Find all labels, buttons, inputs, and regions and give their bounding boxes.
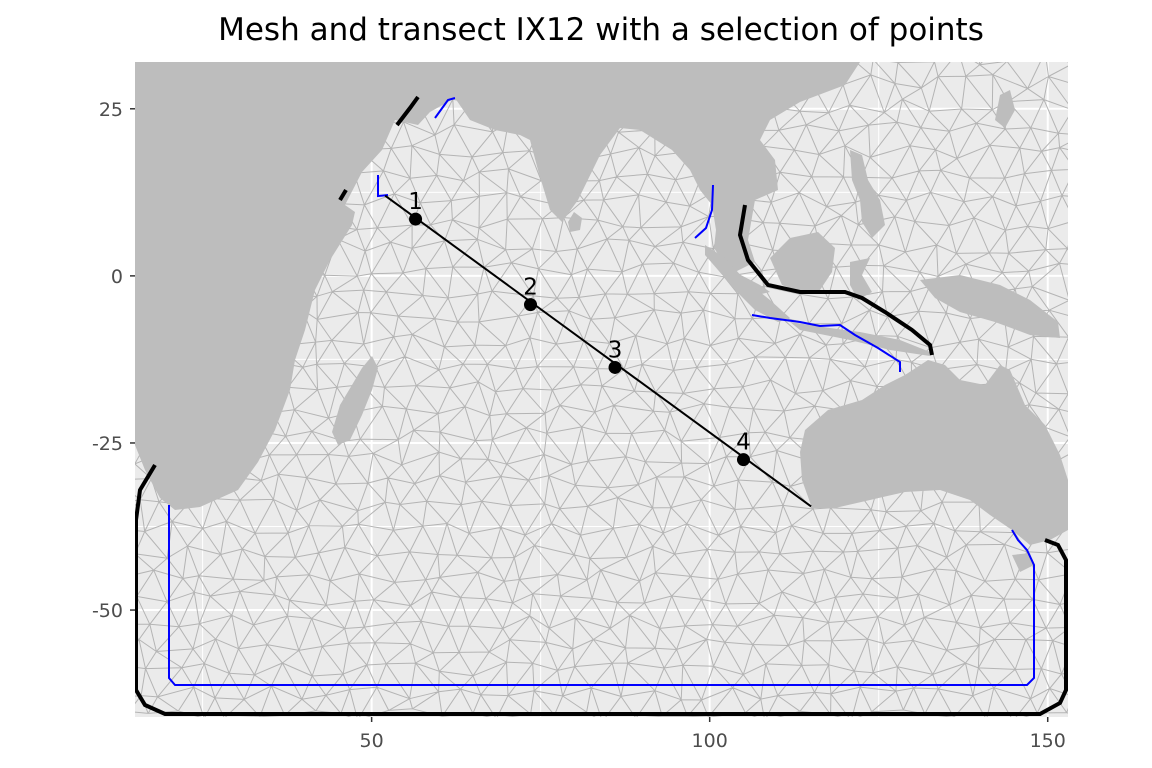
land-java-timor	[790, 322, 930, 356]
transect-point	[409, 212, 423, 226]
inner-boundary-southern	[168, 505, 1035, 686]
outer-boundary-arabia	[395, 95, 420, 127]
x-axis: 50 100 150	[360, 717, 1066, 752]
inner-boundary-andaman	[694, 184, 714, 239]
transect-point	[524, 298, 538, 312]
x-tick-label: 150	[1030, 730, 1066, 752]
point-label: 3	[608, 337, 623, 363]
land-madagascar	[332, 356, 378, 445]
inner-boundary-gulf	[434, 97, 456, 119]
transect-point	[736, 453, 750, 467]
land-australia	[800, 360, 1068, 545]
land-sulawesi	[850, 258, 872, 300]
land-borneo	[770, 232, 835, 292]
land-africa-arabia-asia	[135, 62, 860, 510]
x-tick-label: 50	[360, 730, 384, 752]
chart-title: Mesh and transect IX12 with a selection …	[218, 12, 984, 48]
transect-point	[608, 360, 622, 374]
y-tick-label: -25	[92, 433, 123, 455]
y-tick-label: 0	[111, 266, 123, 288]
plot-panel: 1 2 3 4	[135, 62, 1068, 717]
outer-boundary-malaysia	[737, 204, 934, 356]
x-tick-label: 100	[692, 730, 728, 752]
point-label: 2	[523, 275, 538, 301]
point-label: 4	[736, 430, 751, 456]
selected-points: 1 2 3 4	[408, 189, 751, 467]
inner-boundary-red-sea	[377, 175, 389, 198]
inner-boundary-java	[751, 314, 901, 372]
land-philippines	[850, 150, 885, 238]
mesh-boundaries	[135, 95, 1068, 716]
y-axis: 25 0 -25 -50	[92, 99, 135, 622]
outer-boundary-southern	[135, 463, 1068, 716]
y-tick-label: 25	[99, 99, 123, 121]
outer-boundary-somalia	[338, 188, 348, 202]
land-sri-lanka	[568, 212, 582, 232]
land-new-guinea	[920, 275, 1060, 338]
land-masses	[135, 62, 1068, 572]
land-tasmania	[1012, 553, 1034, 572]
point-label: 1	[408, 189, 423, 215]
land-japan	[995, 90, 1015, 128]
land-sumatra	[705, 245, 790, 322]
y-tick-label: -50	[92, 600, 123, 622]
